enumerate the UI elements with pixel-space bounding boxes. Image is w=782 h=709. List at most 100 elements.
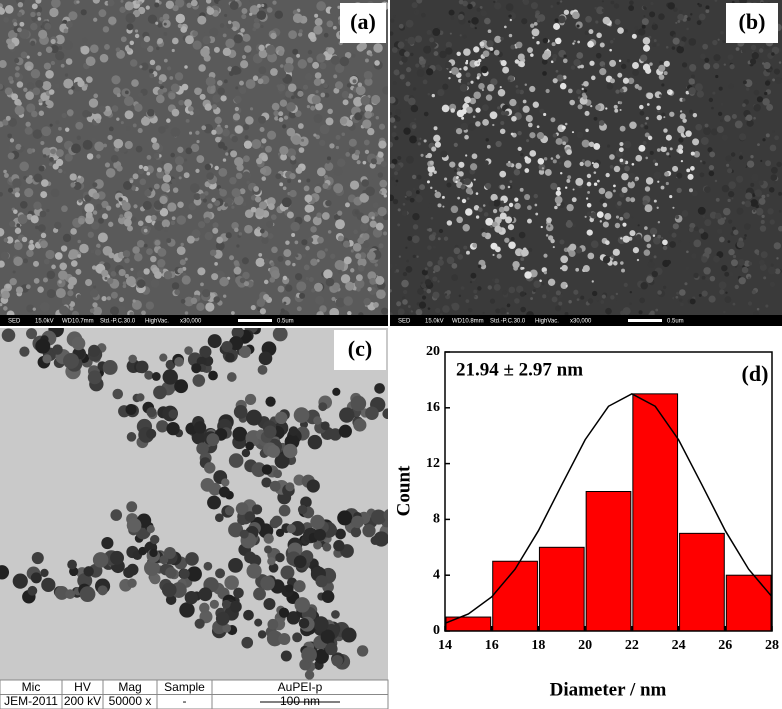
grain — [491, 278, 496, 282]
grain — [508, 33, 513, 38]
grain — [302, 84, 309, 90]
grain — [483, 212, 489, 217]
grain — [568, 88, 573, 94]
grain — [556, 74, 564, 82]
grain — [171, 282, 180, 290]
info-text: WD10.7mm — [62, 319, 94, 325]
grain — [165, 0, 175, 9]
grain — [241, 54, 247, 60]
grain — [492, 208, 498, 214]
grain — [773, 242, 781, 250]
grain — [676, 291, 680, 295]
grain — [38, 98, 43, 104]
grain — [615, 215, 620, 219]
grain — [291, 135, 302, 145]
grain — [412, 87, 417, 91]
grain — [769, 68, 772, 72]
grain — [241, 8, 248, 14]
grain — [40, 232, 47, 239]
grain — [291, 95, 295, 100]
grain — [652, 22, 656, 25]
grain — [423, 287, 427, 292]
grain — [638, 144, 646, 152]
grain — [664, 171, 670, 177]
grain — [124, 1, 134, 11]
grain — [111, 75, 121, 85]
grain — [417, 288, 424, 295]
grain — [377, 151, 384, 158]
panel-label: (a) — [350, 9, 376, 34]
grain — [46, 208, 50, 213]
grain — [345, 281, 355, 291]
particle — [12, 573, 28, 589]
grain — [390, 31, 394, 36]
grain — [606, 82, 614, 90]
grain — [463, 245, 468, 250]
grain — [280, 64, 284, 68]
grain — [171, 216, 176, 221]
grain — [171, 108, 180, 117]
grain — [90, 137, 97, 144]
particle — [163, 546, 176, 560]
grain — [135, 145, 143, 153]
grain — [359, 252, 367, 260]
grain — [335, 134, 341, 140]
grain — [0, 6, 3, 11]
grain — [412, 254, 416, 258]
particle — [77, 573, 93, 589]
grain — [767, 266, 776, 275]
grain — [643, 234, 652, 242]
grain — [222, 47, 232, 57]
table-cell: JEM-2011 — [4, 694, 58, 708]
grain — [631, 216, 634, 219]
grain — [459, 84, 468, 92]
grain — [546, 48, 549, 51]
grain — [605, 36, 609, 41]
grain — [155, 65, 162, 71]
grain — [240, 60, 249, 69]
grain — [383, 194, 387, 198]
grain — [143, 243, 148, 248]
grain — [404, 51, 410, 57]
grain — [15, 143, 22, 150]
grain — [132, 246, 140, 254]
grain — [372, 228, 383, 238]
grain — [107, 277, 114, 285]
grain — [231, 311, 235, 315]
grain — [460, 184, 466, 190]
grain — [774, 135, 779, 141]
grain — [310, 105, 316, 111]
grain — [312, 61, 320, 69]
particle — [52, 344, 63, 355]
grain — [108, 16, 117, 25]
grain — [765, 133, 770, 138]
grain — [109, 306, 120, 315]
particle — [318, 402, 328, 412]
grain — [20, 146, 25, 151]
grain — [409, 135, 418, 144]
grain — [245, 79, 256, 89]
particle — [31, 552, 44, 565]
grain — [380, 161, 387, 168]
particle — [196, 442, 209, 455]
grain — [610, 0, 615, 5]
grain — [285, 90, 293, 98]
grain — [581, 139, 590, 148]
grain — [550, 5, 554, 8]
grain — [449, 161, 456, 168]
grain — [493, 199, 501, 207]
grain — [225, 152, 229, 156]
grain — [499, 212, 507, 220]
grain — [415, 309, 423, 315]
grain — [438, 228, 444, 234]
particle — [265, 396, 276, 407]
grain — [428, 234, 436, 241]
particle — [313, 540, 322, 550]
grain — [245, 116, 254, 125]
grain — [176, 215, 186, 225]
grain — [129, 311, 134, 315]
grain — [458, 161, 465, 168]
grain — [771, 52, 775, 56]
grain — [150, 278, 160, 288]
